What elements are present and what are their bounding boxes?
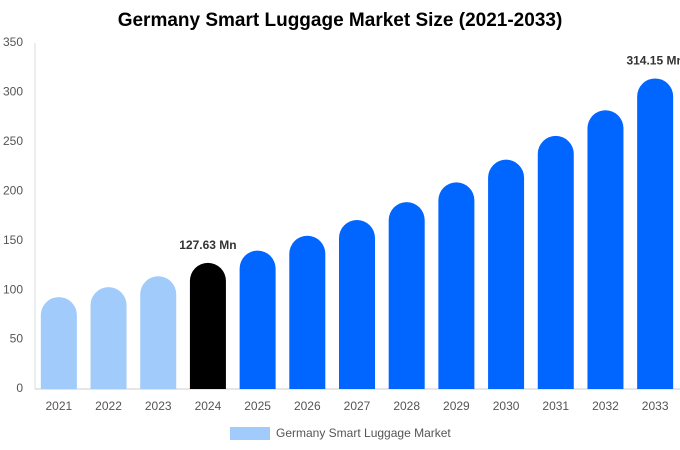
bar: [587, 110, 624, 390]
x-tick-label: 2031: [542, 399, 569, 413]
y-tick-label: 200: [3, 183, 23, 197]
bar: [438, 182, 475, 389]
bar: [289, 235, 326, 389]
x-tick-label: 2027: [344, 399, 371, 413]
legend-swatch: [230, 427, 270, 440]
x-tick-label: 2026: [294, 399, 321, 413]
x-tick-label: 2024: [195, 399, 222, 413]
bar: [140, 276, 177, 389]
bar: [488, 159, 525, 389]
bar: [40, 297, 77, 389]
y-tick-label: 0: [16, 381, 23, 395]
y-tick-label: 100: [3, 282, 23, 296]
legend-label: Germany Smart Luggage Market: [276, 426, 451, 440]
x-tick-label: 2029: [443, 399, 470, 413]
y-tick-label: 300: [3, 85, 23, 99]
x-tick-label: 2022: [95, 399, 122, 413]
bar: [189, 262, 226, 389]
value-label: 314.15 Mn: [626, 54, 680, 68]
y-tick-label: 350: [3, 35, 23, 49]
bar: [537, 135, 574, 389]
x-tick-label: 2028: [393, 399, 420, 413]
y-tick-label: 50: [10, 332, 24, 346]
x-tick-label: 2021: [45, 399, 72, 413]
x-tick-label: 2025: [244, 399, 271, 413]
x-tick-label: 2033: [642, 399, 669, 413]
bar: [90, 287, 127, 389]
x-tick-label: 2032: [592, 399, 619, 413]
bar: [637, 78, 674, 389]
bar: [388, 202, 425, 389]
bar: [239, 250, 276, 389]
x-tick-label: 2030: [493, 399, 520, 413]
chart-title: Germany Smart Luggage Market Size (2021-…: [118, 10, 563, 31]
x-tick-label: 2023: [145, 399, 172, 413]
value-label: 127.63 Mn: [179, 238, 236, 252]
y-tick-label: 250: [3, 134, 23, 148]
y-tick-label: 150: [3, 233, 23, 247]
bar: [339, 219, 375, 389]
